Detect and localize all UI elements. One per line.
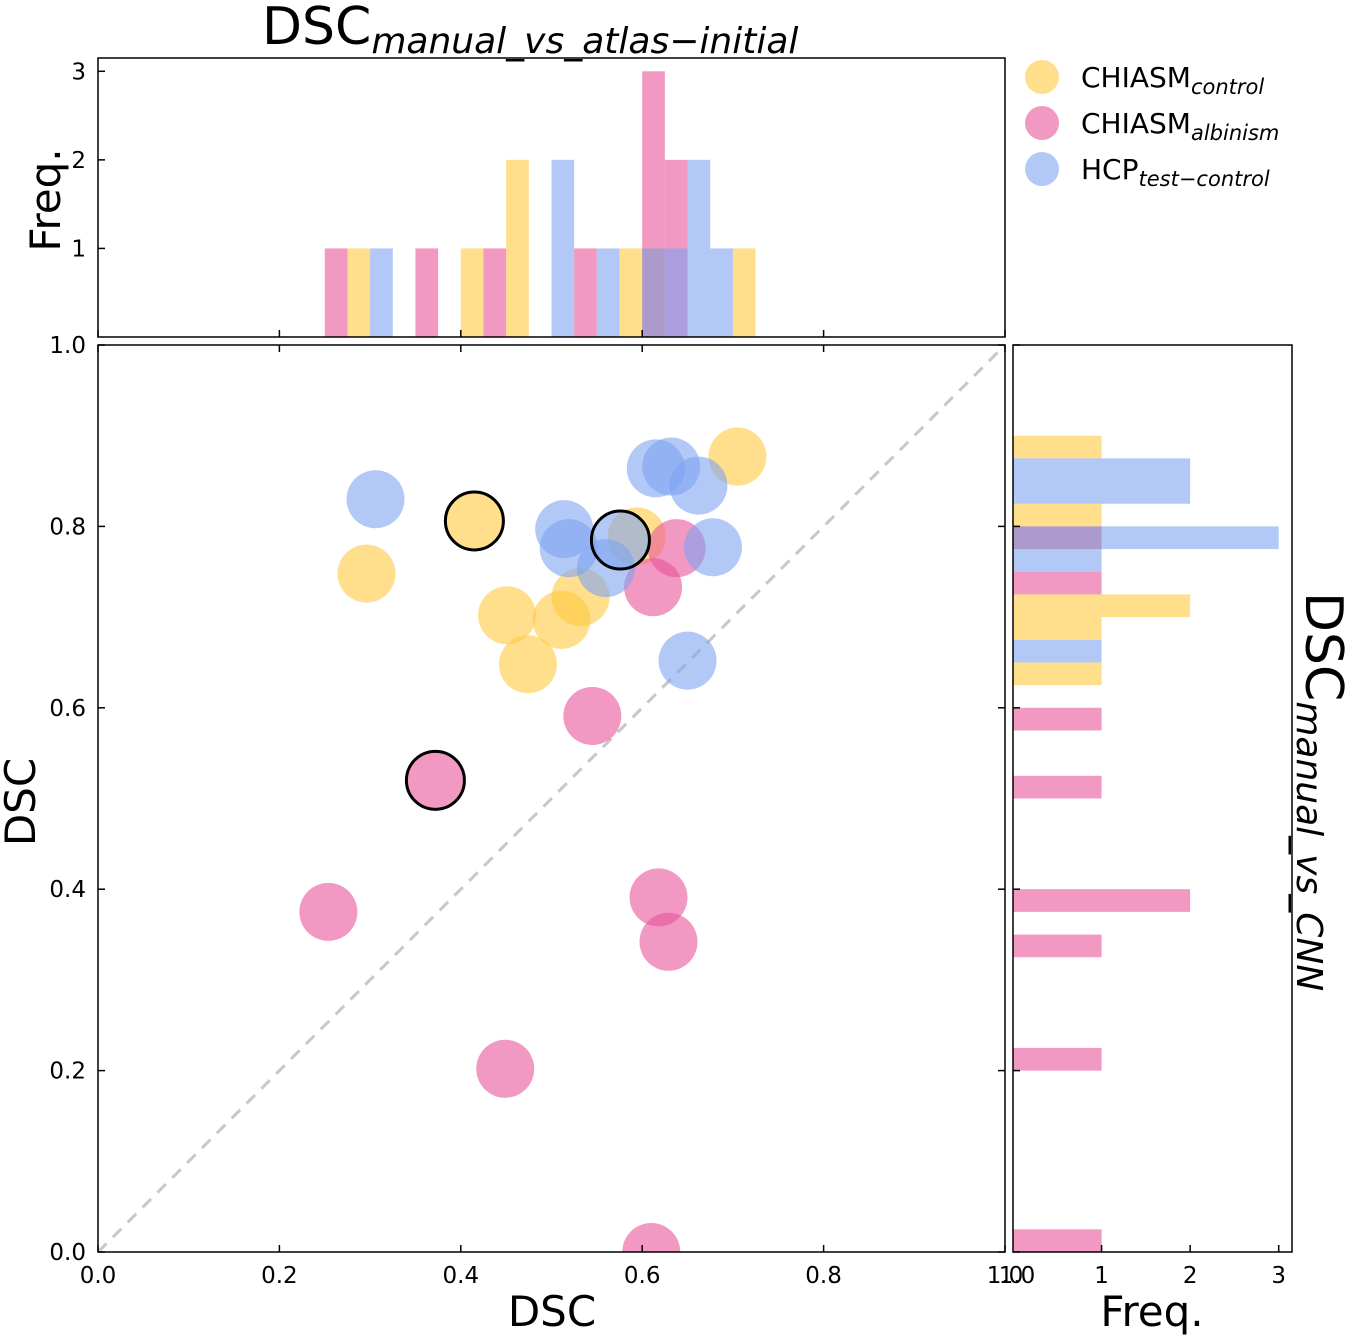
top-hist-bar [664,248,688,337]
scatter-point [563,686,622,745]
right-hist-bar [1013,1047,1102,1071]
top-histogram-title: DSCmanual_vs_atlas−initial [262,0,798,62]
top-histogram [324,71,756,338]
right-hist-x-tick-label: 3 [1271,1263,1286,1289]
right-hist-bar [1013,481,1191,504]
top-hist-bar [732,248,756,337]
right-title-main: DSC [1293,592,1353,701]
x-tick-label: 1.0 [987,1263,1024,1289]
y-tick-label: 1.0 [49,333,86,359]
y-tick-label: 0.8 [49,514,86,540]
y-tick-label: 0.0 [49,1240,86,1266]
right-hist-bar [1013,571,1102,595]
top-title-main: DSC [262,0,371,57]
top-hist-bar [551,159,575,337]
scatter-point [337,544,396,603]
main-frame [97,344,1006,1253]
tick-labels: 0.0 0.2 0.4 0.6 0.8 1.0 0.0 0.2 0.4 0.6 0.8 1.0 1 2 3 1… [49,59,1286,1289]
panel-frames [97,57,1293,1253]
legend-label: CHIASMcontrol [1081,61,1264,99]
right-title-subscript: manual_vs_CNN [1288,701,1329,991]
y-tick-label: 0.2 [49,1059,86,1085]
x-tick-label: 0.2 [261,1263,298,1289]
scatter-point [622,1223,681,1252]
top-hist-bar [574,248,597,337]
right-hist-x-tick-label: 1.0 [999,1263,1036,1289]
top-hist-bar [370,248,393,337]
right-hist-bar [1013,549,1102,572]
top-hist-bar [619,248,643,337]
right-hist-bar [1013,1229,1102,1252]
right-hist-bar [1013,617,1102,640]
main-xlabel: DSC [508,1287,596,1336]
scatter-points [98,345,1005,1252]
x-tick-label: 0.4 [443,1263,480,1289]
top-hist-bar [460,248,484,337]
legend: CHIASMcontrol CHIASMalbinism HCPtest−contr… [1025,60,1279,191]
legend-item: CHIASMalbinism [1025,106,1279,145]
right-hist-bar [1013,662,1102,686]
x-tick-label: 0.8 [805,1263,842,1289]
scatter-point [629,868,688,927]
x-tick-label: 0.6 [624,1263,661,1289]
top-hist-bar [483,248,507,337]
legend-marker [1025,106,1059,140]
right-hist-bar [1013,458,1191,482]
top-hist-bar [506,159,529,337]
legend-marker [1025,152,1059,186]
top-hist-bar [642,248,665,337]
legend-marker [1025,60,1059,94]
main-ylabel: DSC [0,758,45,846]
top-hist-y-tick-label: 1 [71,236,86,262]
top-hist-bar [596,248,620,337]
right-hist-bar [1013,934,1102,958]
identity-line [98,345,1005,1252]
right-hist-bar [1013,639,1102,663]
scatter-point [683,518,742,577]
scatter-point [639,912,698,971]
legend-item: HCPtest−control [1025,152,1270,191]
right-hist-bar [1013,526,1279,550]
y-tick-label: 0.4 [49,877,86,903]
right-hist-frame [1012,344,1293,1253]
x-tick-label: 0.0 [80,1263,117,1289]
right-histogram [1013,435,1279,1252]
scatter-point [478,586,537,645]
scatter-point-highlighted [589,509,651,571]
top-title-subscript: manual_vs_atlas−initial [371,21,798,62]
top-hist-bar [415,248,439,337]
legend-label: HCPtest−control [1081,153,1270,191]
right-histogram-title: DSCmanual_vs_CNN [1288,592,1353,991]
right-hist-bar [1013,594,1191,618]
main-scatter-plot [98,345,1005,1252]
top-histogram-ylabel: Freq. [21,148,70,251]
right-hist-bar [1013,707,1102,731]
scatter-point-highlighted [443,490,505,552]
legend-label: CHIASMalbinism [1081,107,1279,145]
scatter-point-highlighted [404,749,466,811]
scatter-point [498,635,557,694]
scatter-point [669,456,728,515]
right-hist-x-tick-label: 2 [1183,1263,1198,1289]
right-hist-x-tick-label: 1 [1094,1263,1109,1289]
y-tick-label: 0.6 [49,696,86,722]
right-hist-bar [1013,889,1191,912]
top-hist-bar [687,159,711,337]
scatter-point [658,631,717,690]
scatter-point [299,882,358,941]
top-hist-y-tick-label: 2 [71,148,86,174]
right-hist-bar [1013,503,1102,527]
scatter-point [346,470,405,529]
right-histogram-xlabel: Freq. [1100,1287,1203,1336]
top-hist-bar [347,248,371,337]
scatter-point [476,1039,535,1098]
top-hist-bar [324,248,348,337]
top-hist-y-tick-label: 3 [71,59,86,85]
top-hist-bar [710,248,733,337]
legend-item: CHIASMcontrol [1025,60,1264,99]
right-hist-bar [1013,775,1102,799]
right-hist-bar [1013,435,1102,459]
top-hist-frame [97,57,1006,338]
